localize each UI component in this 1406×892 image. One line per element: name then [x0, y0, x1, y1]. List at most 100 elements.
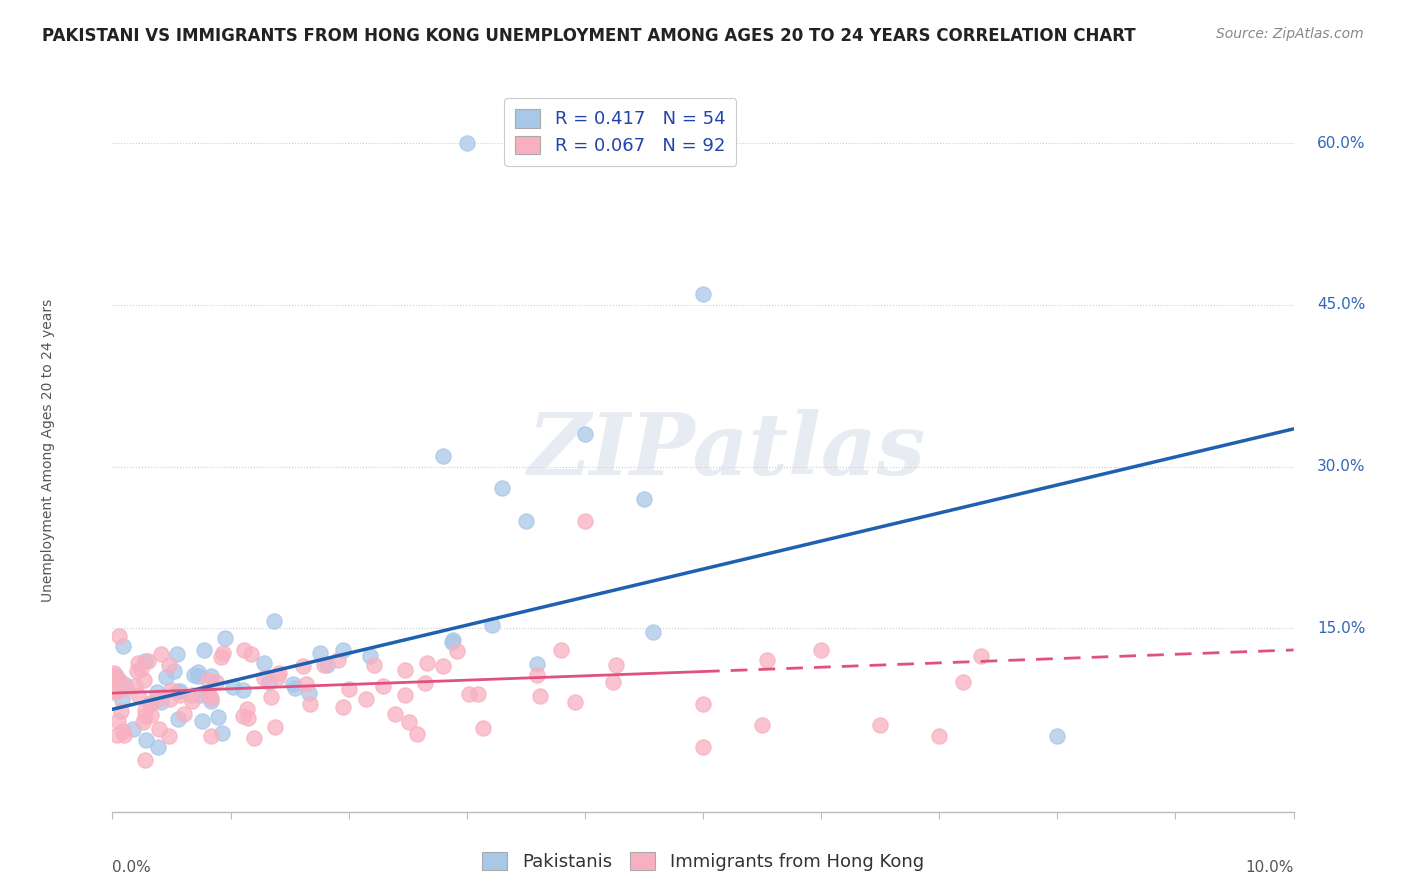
- Point: [181, 693, 204, 707]
- Point: [692, 739, 714, 754]
- Point: [354, 692, 377, 706]
- Point: [467, 687, 489, 701]
- Point: [214, 631, 236, 645]
- Point: [359, 649, 381, 664]
- Point: [125, 664, 148, 678]
- Point: [135, 733, 157, 747]
- Point: [810, 643, 832, 657]
- Point: [166, 647, 188, 661]
- Text: Unemployment Among Ages 20 to 24 years: Unemployment Among Ages 20 to 24 years: [41, 299, 55, 602]
- Point: [209, 650, 232, 665]
- Point: [103, 685, 125, 699]
- Point: [232, 708, 254, 723]
- Point: [129, 662, 152, 676]
- Point: [134, 754, 156, 768]
- Point: [416, 656, 439, 670]
- Point: [457, 687, 479, 701]
- Point: [149, 695, 172, 709]
- Point: [134, 655, 156, 669]
- Text: PAKISTANI VS IMMIGRANTS FROM HONG KONG UNEMPLOYMENT AMONG AGES 20 TO 24 YEARS CO: PAKISTANI VS IMMIGRANTS FROM HONG KONG U…: [42, 27, 1136, 45]
- Point: [200, 669, 222, 683]
- Point: [239, 647, 262, 661]
- Point: [263, 721, 285, 735]
- Point: [112, 640, 135, 654]
- Point: [141, 708, 163, 723]
- Point: [529, 689, 551, 703]
- Point: [160, 682, 183, 697]
- Point: [326, 652, 349, 666]
- Point: [267, 670, 290, 684]
- Point: [148, 739, 170, 754]
- Point: [605, 657, 627, 672]
- Point: [406, 727, 429, 741]
- Point: [134, 708, 156, 723]
- Point: [197, 688, 219, 702]
- Point: [491, 481, 513, 495]
- Point: [146, 685, 169, 699]
- Legend: R = 0.417   N = 54, R = 0.067   N = 92: R = 0.417 N = 54, R = 0.067 N = 92: [505, 98, 737, 166]
- Point: [253, 671, 276, 685]
- Point: [384, 706, 406, 721]
- Point: [413, 676, 436, 690]
- Point: [146, 692, 169, 706]
- Point: [105, 669, 128, 683]
- Point: [432, 449, 454, 463]
- Point: [432, 659, 454, 673]
- Point: [150, 648, 173, 662]
- Point: [188, 688, 211, 702]
- Point: [312, 658, 335, 673]
- Legend: Pakistanis, Immigrants from Hong Kong: Pakistanis, Immigrants from Hong Kong: [475, 845, 931, 879]
- Point: [105, 684, 128, 698]
- Point: [138, 697, 160, 711]
- Point: [526, 667, 548, 681]
- Point: [222, 680, 245, 694]
- Text: 45.0%: 45.0%: [1317, 297, 1365, 312]
- Point: [111, 693, 134, 707]
- Point: [394, 663, 416, 677]
- Point: [441, 632, 464, 647]
- Point: [515, 514, 537, 528]
- Point: [269, 665, 291, 680]
- Point: [574, 514, 596, 528]
- Point: [163, 664, 186, 678]
- Point: [574, 427, 596, 442]
- Point: [193, 642, 215, 657]
- Point: [191, 714, 214, 728]
- Point: [394, 689, 416, 703]
- Point: [928, 729, 950, 743]
- Point: [952, 675, 974, 690]
- Point: [441, 635, 464, 649]
- Point: [108, 629, 131, 643]
- Text: ZIPatlas: ZIPatlas: [527, 409, 925, 492]
- Point: [173, 706, 195, 721]
- Point: [204, 675, 226, 690]
- Text: 0.0%: 0.0%: [112, 860, 152, 875]
- Point: [332, 643, 354, 657]
- Text: Source: ZipAtlas.com: Source: ZipAtlas.com: [1216, 27, 1364, 41]
- Point: [295, 677, 318, 691]
- Point: [112, 728, 135, 742]
- Point: [157, 658, 180, 673]
- Point: [200, 690, 222, 705]
- Point: [371, 679, 394, 693]
- Text: 30.0%: 30.0%: [1317, 459, 1365, 475]
- Text: 15.0%: 15.0%: [1317, 621, 1365, 636]
- Point: [211, 646, 233, 660]
- Point: [105, 728, 128, 742]
- Point: [187, 669, 209, 683]
- Point: [281, 677, 304, 691]
- Point: [197, 673, 219, 687]
- Point: [309, 646, 332, 660]
- Point: [157, 729, 180, 743]
- Point: [136, 654, 159, 668]
- Point: [232, 682, 254, 697]
- Point: [756, 653, 779, 667]
- Point: [316, 658, 339, 673]
- Point: [134, 673, 156, 687]
- Point: [127, 688, 149, 702]
- Point: [243, 731, 266, 746]
- Point: [236, 711, 259, 725]
- Point: [869, 718, 891, 732]
- Point: [207, 710, 229, 724]
- Point: [114, 681, 136, 696]
